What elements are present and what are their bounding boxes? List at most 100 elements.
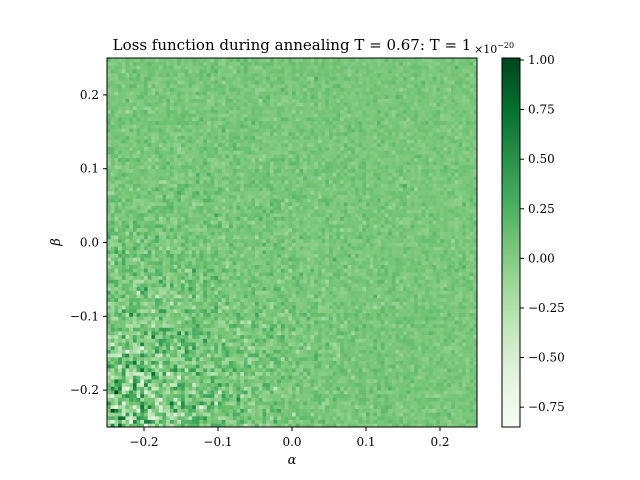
heatmap-cell bbox=[358, 393, 363, 398]
heatmap-cell bbox=[321, 327, 326, 332]
heatmap-cell bbox=[332, 290, 337, 295]
heatmap-cell bbox=[428, 260, 433, 266]
heatmap-cell bbox=[118, 312, 123, 317]
heatmap-cell bbox=[358, 286, 363, 291]
heatmap-cell bbox=[462, 242, 467, 247]
heatmap-cell bbox=[410, 275, 415, 280]
heatmap-cell bbox=[166, 319, 171, 325]
heatmap-cell bbox=[295, 423, 300, 428]
heatmap-cell bbox=[306, 275, 311, 280]
heatmap-cell bbox=[225, 349, 230, 354]
heatmap-cell bbox=[229, 257, 234, 262]
heatmap-cell bbox=[329, 268, 334, 273]
heatmap-cell bbox=[469, 371, 474, 376]
heatmap-cell bbox=[369, 290, 374, 295]
heatmap-cell bbox=[240, 379, 245, 384]
heatmap-cell bbox=[132, 301, 137, 306]
heatmap-cell bbox=[410, 294, 415, 299]
heatmap-cell bbox=[454, 253, 459, 258]
heatmap-cell bbox=[469, 349, 474, 354]
heatmap-cell bbox=[214, 290, 219, 295]
heatmap-cell bbox=[362, 323, 367, 328]
heatmap-cell bbox=[236, 382, 241, 387]
heatmap-cell bbox=[192, 345, 197, 350]
heatmap-cell bbox=[362, 379, 367, 384]
heatmap-cell bbox=[158, 375, 163, 380]
heatmap-cell bbox=[447, 334, 452, 339]
heatmap-cell bbox=[410, 338, 415, 343]
heatmap-cell bbox=[199, 316, 204, 321]
heatmap-cell bbox=[255, 379, 260, 384]
heatmap-cell bbox=[332, 301, 337, 306]
heatmap-cell bbox=[277, 345, 282, 350]
heatmap-cell bbox=[151, 323, 156, 328]
heatmap-cell bbox=[288, 367, 293, 373]
heatmap-cell bbox=[329, 334, 334, 339]
heatmap-cell bbox=[380, 272, 385, 277]
heatmap-cell bbox=[266, 345, 271, 350]
heatmap-cell bbox=[351, 264, 356, 269]
heatmap-cell bbox=[206, 360, 211, 365]
heatmap-cell bbox=[206, 390, 211, 395]
heatmap-cell bbox=[107, 312, 112, 317]
heatmap-cell bbox=[125, 297, 130, 302]
heatmap-cell bbox=[229, 371, 234, 376]
heatmap-cell bbox=[351, 316, 356, 321]
heatmap-cell bbox=[225, 249, 230, 254]
heatmap-cell bbox=[125, 397, 130, 402]
heatmap-cell bbox=[395, 323, 400, 328]
heatmap-cell bbox=[144, 393, 149, 398]
heatmap-cell bbox=[255, 412, 260, 417]
heatmap-cell bbox=[454, 412, 459, 417]
heatmap-cell bbox=[243, 364, 248, 369]
heatmap-cell bbox=[310, 353, 315, 358]
heatmap-cell bbox=[110, 268, 115, 273]
heatmap-cell bbox=[240, 342, 245, 347]
heatmap-cell bbox=[151, 275, 156, 280]
heatmap-cell bbox=[269, 375, 274, 380]
heatmap-cell bbox=[414, 356, 419, 361]
heatmap-cell bbox=[195, 283, 200, 288]
heatmap-cell bbox=[373, 294, 378, 299]
heatmap-cell bbox=[440, 301, 445, 306]
heatmap-cell bbox=[443, 393, 448, 398]
heatmap-cell bbox=[343, 390, 348, 395]
heatmap-cell bbox=[362, 257, 367, 262]
heatmap-cell bbox=[136, 356, 141, 361]
heatmap-cell bbox=[447, 283, 452, 288]
heatmap-cell bbox=[229, 364, 234, 369]
heatmap-cell bbox=[366, 386, 371, 391]
heatmap-cell bbox=[465, 423, 470, 428]
heatmap-cell bbox=[314, 353, 319, 358]
heatmap-cell bbox=[306, 375, 311, 380]
heatmap-cell bbox=[417, 375, 422, 380]
heatmap-cell bbox=[292, 253, 297, 258]
heatmap-cell bbox=[129, 390, 134, 395]
heatmap-cell bbox=[151, 272, 156, 277]
heatmap-cell bbox=[451, 404, 456, 409]
heatmap-cell bbox=[121, 371, 126, 376]
heatmap-cell bbox=[440, 279, 445, 284]
heatmap-cell bbox=[266, 349, 271, 354]
heatmap-cell bbox=[432, 290, 437, 295]
heatmap-cell bbox=[181, 349, 186, 354]
heatmap-cell bbox=[173, 290, 178, 295]
heatmap-cell bbox=[321, 279, 326, 284]
heatmap-cell bbox=[158, 323, 163, 328]
heatmap-cell bbox=[440, 342, 445, 347]
heatmap-cell bbox=[473, 401, 478, 406]
heatmap-cell bbox=[384, 393, 389, 398]
heatmap-cell bbox=[236, 364, 241, 369]
heatmap-cell bbox=[458, 401, 463, 406]
heatmap-cell bbox=[218, 305, 223, 310]
heatmap-cell bbox=[240, 316, 245, 321]
heatmap-cell bbox=[177, 338, 182, 343]
heatmap-cell bbox=[465, 294, 470, 299]
heatmap-cell bbox=[184, 297, 189, 302]
heatmap-cell bbox=[443, 342, 448, 347]
heatmap-cell bbox=[229, 283, 234, 288]
heatmap-cell bbox=[462, 356, 467, 361]
heatmap-cell bbox=[403, 327, 408, 332]
heatmap-cell bbox=[358, 319, 363, 325]
heatmap-cell bbox=[280, 257, 285, 262]
